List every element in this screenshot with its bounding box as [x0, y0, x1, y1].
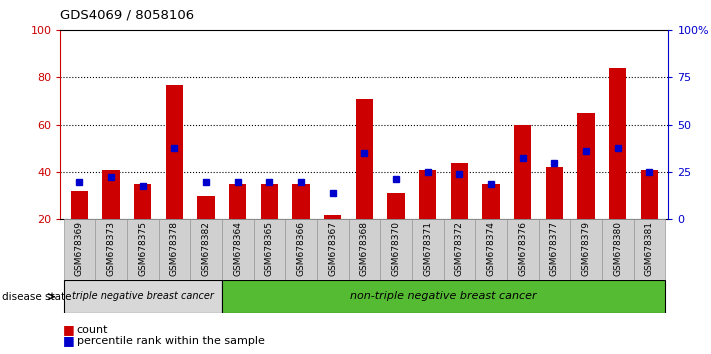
- Bar: [324, 215, 341, 219]
- Bar: [292, 184, 310, 219]
- Bar: [444, 219, 475, 280]
- Bar: [317, 219, 348, 280]
- Text: GSM678366: GSM678366: [296, 221, 306, 276]
- Text: disease state: disease state: [2, 292, 72, 302]
- Text: GSM678379: GSM678379: [582, 221, 591, 276]
- Bar: [356, 99, 373, 219]
- Bar: [451, 162, 468, 219]
- Bar: [166, 85, 183, 219]
- Bar: [222, 280, 665, 313]
- Bar: [634, 219, 665, 280]
- Bar: [254, 219, 285, 280]
- Text: ■: ■: [63, 324, 75, 336]
- Bar: [380, 219, 412, 280]
- Bar: [609, 68, 626, 219]
- Text: GSM678378: GSM678378: [170, 221, 179, 276]
- Text: GSM678369: GSM678369: [75, 221, 84, 276]
- Bar: [102, 170, 119, 219]
- Text: GSM678376: GSM678376: [518, 221, 527, 276]
- Text: ■: ■: [63, 334, 75, 347]
- Text: percentile rank within the sample: percentile rank within the sample: [77, 336, 264, 346]
- Bar: [475, 219, 507, 280]
- Bar: [514, 125, 531, 219]
- Text: GSM678365: GSM678365: [265, 221, 274, 276]
- Text: GSM678371: GSM678371: [423, 221, 432, 276]
- Bar: [95, 219, 127, 280]
- Text: triple negative breast cancer: triple negative breast cancer: [72, 291, 214, 302]
- Text: count: count: [77, 325, 108, 335]
- Bar: [419, 170, 437, 219]
- Text: GSM678368: GSM678368: [360, 221, 369, 276]
- Text: GSM678372: GSM678372: [455, 221, 464, 276]
- Text: GSM678382: GSM678382: [202, 221, 210, 276]
- Bar: [198, 196, 215, 219]
- Bar: [412, 219, 444, 280]
- Text: GSM678380: GSM678380: [613, 221, 622, 276]
- Bar: [63, 280, 222, 313]
- Bar: [70, 191, 88, 219]
- Bar: [482, 184, 500, 219]
- Bar: [63, 219, 95, 280]
- Bar: [285, 219, 317, 280]
- Text: GSM678367: GSM678367: [328, 221, 337, 276]
- Bar: [191, 219, 222, 280]
- Bar: [545, 167, 563, 219]
- Text: GDS4069 / 8058106: GDS4069 / 8058106: [60, 9, 195, 22]
- Text: GSM678373: GSM678373: [107, 221, 116, 276]
- Text: GSM678375: GSM678375: [138, 221, 147, 276]
- Bar: [387, 193, 405, 219]
- Bar: [348, 219, 380, 280]
- Bar: [222, 219, 254, 280]
- Bar: [159, 219, 191, 280]
- Bar: [577, 113, 594, 219]
- Bar: [538, 219, 570, 280]
- Bar: [134, 184, 151, 219]
- Text: GSM678377: GSM678377: [550, 221, 559, 276]
- Text: GSM678370: GSM678370: [392, 221, 400, 276]
- Bar: [229, 184, 247, 219]
- Text: GSM678381: GSM678381: [645, 221, 654, 276]
- Text: non-triple negative breast cancer: non-triple negative breast cancer: [351, 291, 537, 302]
- Bar: [127, 219, 159, 280]
- Bar: [507, 219, 538, 280]
- Bar: [261, 184, 278, 219]
- Text: GSM678364: GSM678364: [233, 221, 242, 276]
- Bar: [602, 219, 634, 280]
- Bar: [570, 219, 602, 280]
- Text: GSM678374: GSM678374: [486, 221, 496, 276]
- Bar: [641, 170, 658, 219]
